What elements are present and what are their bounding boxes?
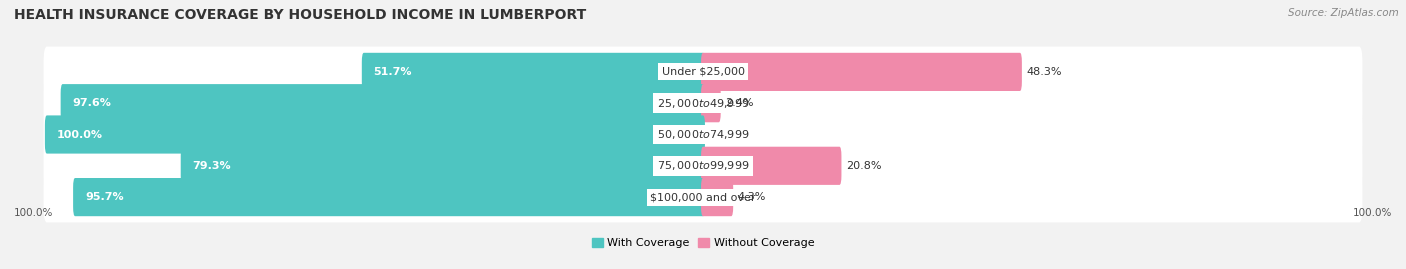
Text: 2.4%: 2.4%: [725, 98, 754, 108]
Text: 4.3%: 4.3%: [738, 192, 766, 202]
FancyBboxPatch shape: [60, 84, 704, 122]
Text: 100.0%: 100.0%: [1353, 208, 1392, 218]
Text: Source: ZipAtlas.com: Source: ZipAtlas.com: [1288, 8, 1399, 18]
Legend: With Coverage, Without Coverage: With Coverage, Without Coverage: [588, 234, 818, 253]
Text: 79.3%: 79.3%: [193, 161, 231, 171]
Text: $75,000 to $99,999: $75,000 to $99,999: [657, 159, 749, 172]
FancyBboxPatch shape: [702, 178, 733, 216]
FancyBboxPatch shape: [44, 109, 1362, 160]
FancyBboxPatch shape: [44, 47, 1362, 97]
FancyBboxPatch shape: [44, 78, 1362, 129]
FancyBboxPatch shape: [73, 178, 704, 216]
Text: 100.0%: 100.0%: [14, 208, 53, 218]
Text: 20.8%: 20.8%: [846, 161, 882, 171]
Text: $25,000 to $49,999: $25,000 to $49,999: [657, 97, 749, 110]
Text: 100.0%: 100.0%: [56, 129, 103, 140]
Text: $100,000 and over: $100,000 and over: [650, 192, 756, 202]
Text: 48.3%: 48.3%: [1026, 67, 1062, 77]
FancyBboxPatch shape: [44, 172, 1362, 222]
Text: Under $25,000: Under $25,000: [661, 67, 745, 77]
Text: $50,000 to $74,999: $50,000 to $74,999: [657, 128, 749, 141]
FancyBboxPatch shape: [45, 115, 704, 154]
FancyBboxPatch shape: [361, 53, 704, 91]
FancyBboxPatch shape: [702, 147, 841, 185]
FancyBboxPatch shape: [181, 147, 704, 185]
FancyBboxPatch shape: [702, 84, 721, 122]
Text: HEALTH INSURANCE COVERAGE BY HOUSEHOLD INCOME IN LUMBERPORT: HEALTH INSURANCE COVERAGE BY HOUSEHOLD I…: [14, 8, 586, 22]
FancyBboxPatch shape: [702, 53, 1022, 91]
Text: 51.7%: 51.7%: [374, 67, 412, 77]
FancyBboxPatch shape: [44, 140, 1362, 191]
Text: 95.7%: 95.7%: [84, 192, 124, 202]
Text: 97.6%: 97.6%: [73, 98, 111, 108]
